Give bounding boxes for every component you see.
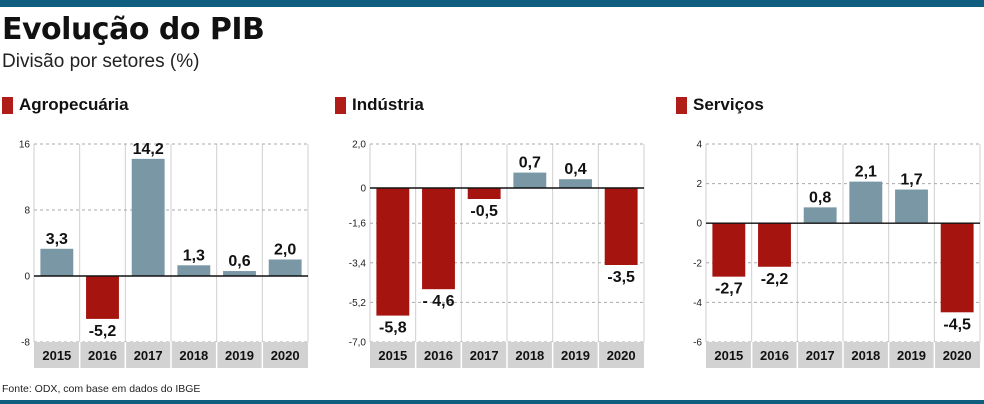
data-label: 2,1: [855, 164, 877, 181]
bar: [40, 248, 74, 276]
bar: [376, 188, 410, 316]
y-tick-label: -5,2: [349, 298, 367, 309]
bar: [940, 223, 974, 313]
chart-agropecuaria: 16 8 0 -8 3,3 -5,2 14,2 1,3 0,6 2,0 2015 2016 2017 20…: [19, 140, 309, 368]
bar: [177, 265, 211, 276]
data-label: -5,8: [379, 320, 407, 337]
bar: [803, 207, 837, 224]
panel-title-industria: Indústria: [335, 95, 424, 115]
legend-square: [2, 96, 13, 114]
bar: [131, 158, 165, 276]
y-tick-label: 0: [24, 272, 30, 283]
page-title: Evolução do PIB: [2, 12, 265, 47]
bottom-rule: [0, 400, 984, 404]
bar: [559, 179, 592, 188]
bar: [895, 189, 928, 224]
legend-square: [676, 96, 687, 114]
legend-square: [335, 96, 346, 114]
panel-title-agropecuaria: Agropecuária: [2, 95, 129, 115]
data-label: -2,7: [715, 281, 743, 298]
bar: [513, 172, 547, 188]
x-tick-label: 2017: [470, 348, 499, 363]
x-tick-label: 2020: [271, 348, 300, 363]
x-tick-label: 2019: [561, 348, 590, 363]
y-tick-label: 8: [24, 206, 30, 217]
x-tick-label: 2018: [515, 348, 544, 363]
page-subtitle: Divisão por setores (%): [2, 51, 200, 72]
data-label: -3,5: [607, 269, 635, 286]
data-label: 1,7: [900, 172, 922, 189]
y-tick-label: -6: [693, 338, 702, 349]
panel-title-label: Indústria: [352, 95, 424, 114]
data-label: -2,2: [761, 271, 789, 288]
y-tick-label: 16: [19, 140, 31, 151]
data-label: 3,3: [46, 231, 68, 248]
panel-title-servicos: Serviços: [676, 95, 764, 115]
x-tick-label: 2015: [714, 348, 743, 363]
bar: [712, 223, 746, 277]
x-tick-label: 2016: [88, 348, 117, 363]
bar: [422, 188, 455, 290]
chart-servicos: 4 2 0 -2 -4 -6 -2,7 -2,2 0,8 2,1 1,7 -4,5 2015 2016 20…: [693, 140, 981, 368]
y-tick-label: 2,0: [352, 140, 366, 151]
bar: [268, 259, 302, 276]
bar: [849, 181, 883, 224]
bar: [604, 188, 638, 265]
y-tick-label: -2: [693, 258, 702, 269]
x-tick-label: 2020: [607, 348, 636, 363]
x-tick-label: 2015: [42, 348, 71, 363]
x-tick-label: 2019: [897, 348, 926, 363]
data-label: -5,2: [89, 323, 117, 340]
data-label: -4,5: [943, 316, 971, 333]
data-label: 0,4: [564, 161, 586, 178]
data-label: -0,5: [470, 203, 498, 220]
source-note: Fonte: ODX, com base em dados do IBGE: [2, 383, 201, 395]
x-tick-label: 2018: [851, 348, 880, 363]
x-tick-label: 2016: [424, 348, 453, 363]
bar: [758, 223, 791, 267]
chart-industria: 2,0 0 -1,6 -3,4 -5,2 -7,0 -5,8 - 4,6 -0,5 0,7 0,4 -…: [349, 140, 645, 368]
data-label: 14,2: [133, 141, 164, 158]
y-tick-label: 0: [360, 184, 366, 195]
data-label: 0,8: [809, 189, 831, 206]
data-label: 2,0: [274, 242, 296, 259]
x-tick-label: 2017: [806, 348, 835, 363]
y-tick-label: -3,4: [349, 258, 367, 269]
y-tick-label: 0: [696, 219, 702, 230]
x-tick-label: 2015: [378, 348, 407, 363]
data-label: 0,7: [519, 155, 541, 172]
y-tick-label: -7,0: [349, 338, 367, 349]
y-tick-label: 2: [696, 179, 702, 190]
x-tick-label: 2018: [179, 348, 208, 363]
y-tick-label: 4: [696, 140, 702, 151]
y-tick-label: -4: [693, 298, 702, 309]
x-tick-label: 2019: [225, 348, 254, 363]
data-label: - 4,6: [422, 293, 454, 310]
panel-title-label: Agropecuária: [19, 95, 129, 114]
data-label: 1,3: [183, 247, 205, 264]
data-label: 0,6: [228, 253, 250, 270]
bar: [86, 276, 119, 319]
bar: [223, 271, 256, 276]
x-tick-label: 2020: [943, 348, 972, 363]
bar: [467, 188, 501, 199]
x-tick-label: 2017: [134, 348, 163, 363]
x-tick-label: 2016: [760, 348, 789, 363]
y-tick-label: -1,6: [349, 219, 367, 230]
panel-title-label: Serviços: [693, 95, 764, 114]
top-rule: [0, 0, 984, 7]
y-tick-label: -8: [21, 338, 30, 349]
